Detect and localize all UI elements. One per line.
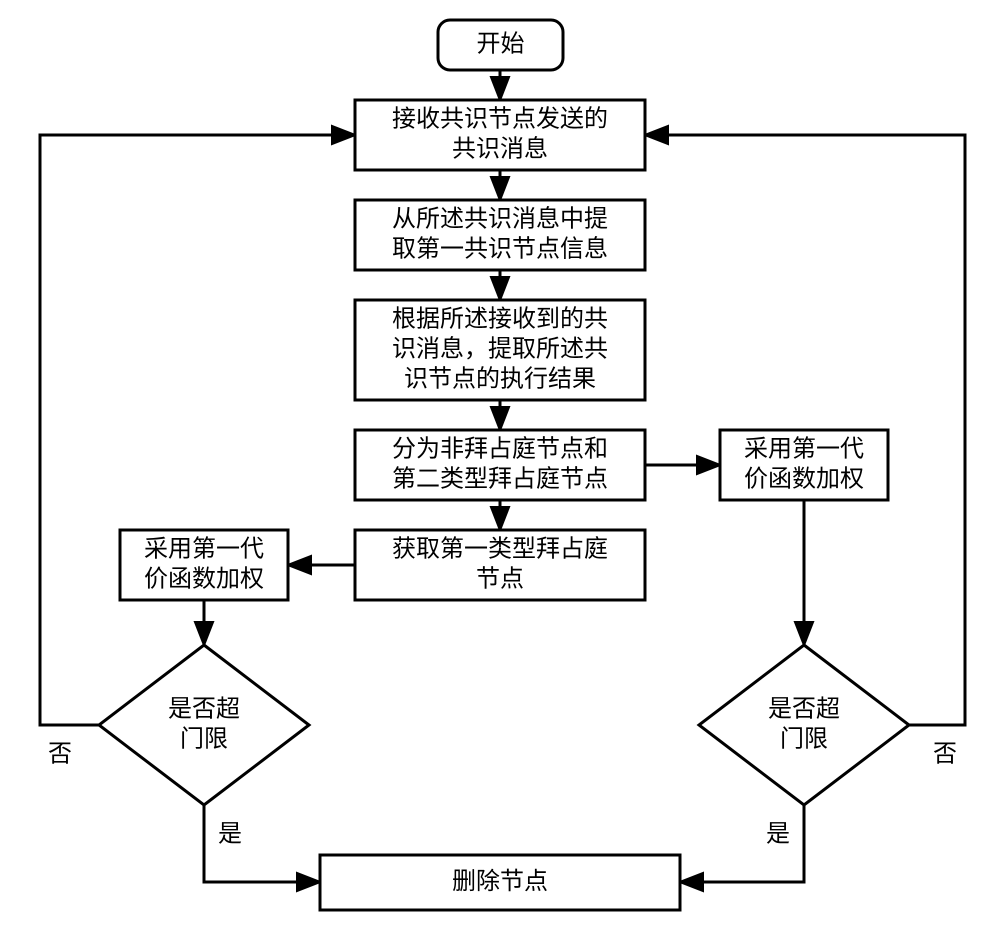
node-wL-text: 价函数加权 — [144, 565, 264, 592]
edge-label: 否 — [933, 740, 957, 767]
node-n5-text: 节点 — [476, 565, 524, 592]
node-dR-text: 是否超 — [768, 695, 840, 722]
node-wL-text: 采用第一代 — [144, 535, 264, 562]
node-del-text: 删除节点 — [452, 868, 548, 895]
node-n2-text: 取第一共识节点信息 — [392, 235, 608, 262]
node-dL-text: 门限 — [180, 725, 228, 752]
node-n1-text: 共识消息 — [452, 135, 548, 162]
node-n3-text: 根据所述接收到的共 — [392, 305, 608, 332]
node-n4-text: 分为非拜占庭节点和 — [392, 435, 608, 462]
node-n2-text: 从所述共识消息中提 — [392, 205, 608, 232]
edge-label: 是 — [766, 820, 790, 847]
node-dR-text: 门限 — [780, 725, 828, 752]
node-dL-text: 是否超 — [168, 695, 240, 722]
node-n4-text: 第二类型拜占庭节点 — [392, 465, 608, 492]
node-n3-text: 识节点的执行结果 — [404, 365, 596, 392]
flowchart-canvas: 是 是 否 否 开始接收共识节点发送的共识消息从所述共识消息中提取第一共识节点信息根据所… — [0, 0, 1000, 947]
node-n3-text: 识消息，提取所述共 — [392, 335, 608, 362]
node-start-text: 开始 — [477, 30, 525, 57]
edge-label: 是 — [218, 820, 242, 847]
edge-label: 否 — [48, 740, 72, 767]
node-wR-text: 采用第一代 — [744, 435, 864, 462]
node-n5-text: 获取第一类型拜占庭 — [392, 535, 608, 562]
flow-edge — [40, 135, 355, 725]
node-n1-text: 接收共识节点发送的 — [392, 105, 608, 132]
node-wR-text: 价函数加权 — [744, 465, 864, 492]
